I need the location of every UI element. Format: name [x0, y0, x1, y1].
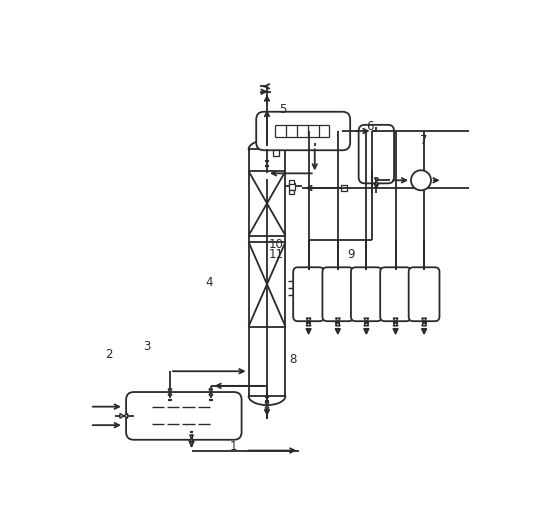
Text: 2: 2 — [105, 348, 112, 361]
FancyBboxPatch shape — [323, 267, 353, 321]
FancyBboxPatch shape — [408, 267, 440, 321]
Text: 7: 7 — [420, 134, 428, 147]
Polygon shape — [209, 392, 213, 395]
Bar — [289, 190, 294, 194]
Text: 1: 1 — [230, 440, 237, 453]
Text: 8: 8 — [289, 353, 297, 366]
Text: 6: 6 — [367, 120, 374, 133]
Text: 10: 10 — [269, 238, 284, 251]
FancyBboxPatch shape — [293, 267, 324, 321]
Polygon shape — [190, 438, 193, 441]
Polygon shape — [120, 414, 124, 418]
Text: 4: 4 — [205, 276, 213, 289]
FancyBboxPatch shape — [256, 112, 350, 150]
Polygon shape — [265, 402, 269, 405]
Polygon shape — [190, 435, 193, 438]
Circle shape — [411, 170, 431, 190]
Polygon shape — [209, 389, 213, 392]
Polygon shape — [265, 405, 269, 408]
Polygon shape — [168, 392, 172, 395]
Polygon shape — [306, 322, 311, 326]
Polygon shape — [393, 318, 398, 322]
Text: 9: 9 — [347, 248, 355, 261]
FancyBboxPatch shape — [380, 267, 411, 321]
Bar — [289, 180, 294, 184]
Text: 11: 11 — [269, 248, 284, 261]
Polygon shape — [336, 318, 340, 322]
Polygon shape — [336, 322, 340, 326]
Polygon shape — [124, 414, 128, 418]
FancyBboxPatch shape — [359, 125, 394, 183]
Bar — [273, 150, 279, 157]
Text: 3: 3 — [143, 340, 151, 353]
Polygon shape — [393, 322, 398, 326]
FancyBboxPatch shape — [351, 267, 382, 321]
Polygon shape — [168, 389, 172, 392]
Bar — [341, 185, 347, 191]
Polygon shape — [364, 318, 369, 322]
Text: 5: 5 — [279, 103, 286, 116]
Polygon shape — [306, 318, 311, 322]
Polygon shape — [422, 322, 427, 326]
Polygon shape — [364, 322, 369, 326]
Bar — [288, 183, 295, 190]
FancyBboxPatch shape — [126, 392, 242, 440]
Polygon shape — [375, 181, 378, 184]
Bar — [249, 150, 286, 396]
Polygon shape — [375, 178, 378, 181]
Polygon shape — [422, 318, 427, 322]
